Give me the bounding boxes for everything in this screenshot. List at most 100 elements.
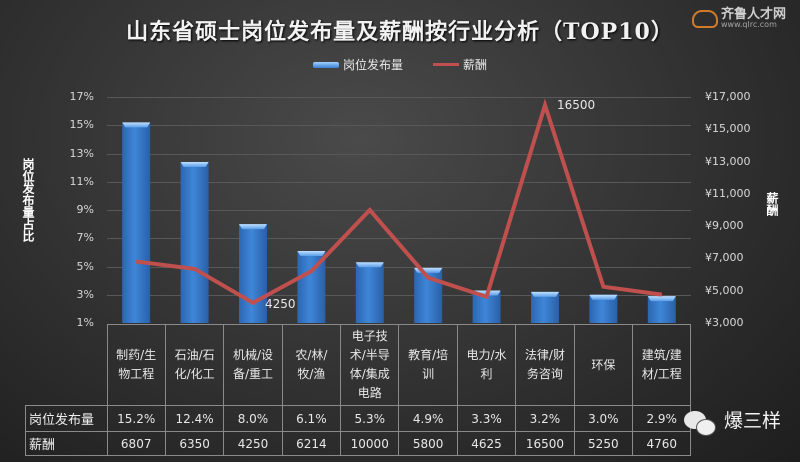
frog-logo-icon [691,9,718,28]
share-cell: 5.3% [340,405,400,432]
left-axis-tick: 5% [76,260,94,273]
right-axis-tick: ¥7,000 [705,251,744,264]
right-axis-tick: ¥15,000 [705,122,751,135]
left-axis-tick: 7% [76,231,94,244]
salary-cell: 6807 [106,431,166,456]
right-axis-tick: ¥11,000 [705,187,751,200]
share-cell: 3.0% [573,405,634,432]
gridline [107,97,691,98]
line-swatch-icon [433,63,459,66]
right-axis-tick: ¥9,000 [705,219,744,232]
category-label: 电路 [357,386,382,400]
bar-cap [122,122,151,128]
category-cell: 电子技 术/半导 体/集成 电路 [340,324,400,406]
right-axis-title: 薪酬 [765,192,779,216]
data-table: 制药/生 物工程 石油/石 化/化工 机械/设 备/重工 农/林/牧/渔 电子技 术/半导 体/集… [25,324,692,456]
share-cell: 12.4% [164,405,225,432]
share-cell: 2.9% [632,405,692,432]
category-cell: 农/林/牧/渔 [281,324,342,406]
salary-cell: 5250 [573,431,634,456]
salary-cell: 4760 [632,431,692,456]
right-axis-tick: ¥5,000 [705,284,744,297]
category-row: 制药/生 物工程 石油/石 化/化工 机械/设 备/重工 农/林/牧/渔 电子技 术/半导 体/集… [25,324,692,406]
share-cell: 8.0% [223,405,283,432]
category-label: 化/化工 [174,367,215,381]
gridline [107,295,691,296]
max-data-label: 16500 [557,98,595,112]
bar-cap [531,291,559,297]
bar [239,224,267,323]
salary-line [135,98,663,306]
category-cell: 环保 [573,324,634,406]
bar [531,291,559,323]
left-axis-tick: 11% [69,175,94,188]
bar-cap [355,262,384,268]
left-axis-title: 岗位发布量占比 [21,158,35,242]
logo-url: www.qlrc.com [720,20,777,29]
bar-cap [297,250,326,256]
category-cell: 机械/设备/重工 [223,324,283,406]
bar [180,161,209,323]
left-axis-tick: 13% [69,147,94,160]
left-axis-tick: 17% [69,90,94,103]
category-label: 务咨询 [526,367,563,381]
wechat-icon [684,410,716,436]
salary-cell: 10000 [340,431,400,456]
category-label: 电力/水 [466,348,507,362]
salary-cell: 16500 [515,431,575,456]
bar-cap [647,296,676,302]
right-axis-tick: ¥13,000 [705,155,751,168]
category-label: 环保 [591,357,616,372]
bar-series [122,122,676,323]
legend-bar-label: 岗位发布量 [342,58,403,72]
category-label: 制药/生 [116,348,157,362]
category-cell: 电力/水利 [456,324,517,406]
legend: 岗位发布量 薪酬 [0,56,800,73]
category-label: 石油/石 [174,348,215,362]
category-label: 材/工程 [641,367,682,381]
category-cell: 石油/石化/化工 [164,324,225,406]
bar-cap [589,294,618,300]
bar [355,262,384,323]
bar-swatch-icon [312,61,339,68]
category-cell: 制药/生物工程 [106,324,166,406]
legend-line-label: 薪酬 [463,58,488,72]
gridline [107,267,691,268]
salary-cell: 4625 [456,431,517,456]
category-label: 术/半导 [349,348,390,362]
category-label: 机械/设 [232,348,273,362]
category-label: 牧/渔 [297,367,326,381]
right-axis-tick: ¥17,000 [705,90,751,103]
left-axis-tick: 9% [76,203,94,216]
bar-cap [180,161,209,167]
left-axis-tick: 15% [69,118,94,131]
salary-cell: 6214 [281,431,342,456]
logo-name: 齐鲁人才网 [720,7,786,22]
category-label: 建筑/建 [641,348,682,362]
chart-title: 山东省硕士岗位发布量及薪酬按行业分析（TOP10） [126,19,674,45]
category-label: 备/重工 [232,367,273,381]
category-cell: 法律/财务咨询 [515,324,575,406]
bar [122,122,151,323]
min-data-label: 4250 [265,297,296,311]
category-label: 体/集成 [349,367,390,381]
row-header-salary: 薪酬 [25,431,108,456]
site-logo: 齐鲁人才网 www.qlrc.com [691,7,786,29]
salary-cell: 5800 [398,431,458,456]
category-label: 物工程 [118,367,155,381]
share-cell: 4.9% [398,405,458,432]
gridline [107,154,691,155]
category-cell: 教育/培训 [398,324,458,406]
share-cell: 6.1% [281,405,342,432]
gridline [107,182,691,183]
category-cell: 建筑/建材/工程 [632,324,692,406]
share-cell: 3.2% [515,405,575,432]
left-axis-tick: 3% [76,288,94,301]
salary-cell: 4250 [223,431,283,456]
salary-row: 薪酬 6807 6350 4250 6214 10000 5800 4625 16500 525… [25,431,692,456]
salary-cell: 6350 [164,431,225,456]
category-label: 法律/财 [524,348,565,362]
bar-cap [239,224,267,230]
